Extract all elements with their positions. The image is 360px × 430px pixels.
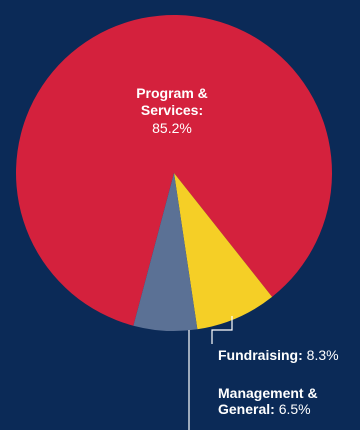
data-label-management-and-general-value: 6.5% [279,401,311,417]
data-label-program-and-services-name-2: Services: [141,102,203,118]
data-label-fundraising-name: Fundraising: [218,347,307,363]
data-label-management-and-general-name: Management & [218,385,318,401]
leader-line-fundraising [211,316,233,344]
leader-lines [188,316,233,430]
data-label-fundraising: Fundraising: 8.3% [218,347,339,363]
data-label-management-and-general: General: 6.5% [218,401,311,417]
data-label-fundraising-value: 8.3% [307,347,339,363]
data-label-program-and-services-name: Program & [136,85,208,101]
pie-slice-management-and-general [133,173,198,331]
data-label-management-and-general-name-2: General: [218,401,279,417]
pie-slice-program-and-services [16,15,333,326]
pie-slices [16,15,333,331]
slice-labels: Program &Services: 85.2% Fundraising: 8.3%… [136,85,338,417]
pie-slice-fundraising [174,173,273,330]
data-label-program-and-services-value: 85.2% [152,120,192,136]
